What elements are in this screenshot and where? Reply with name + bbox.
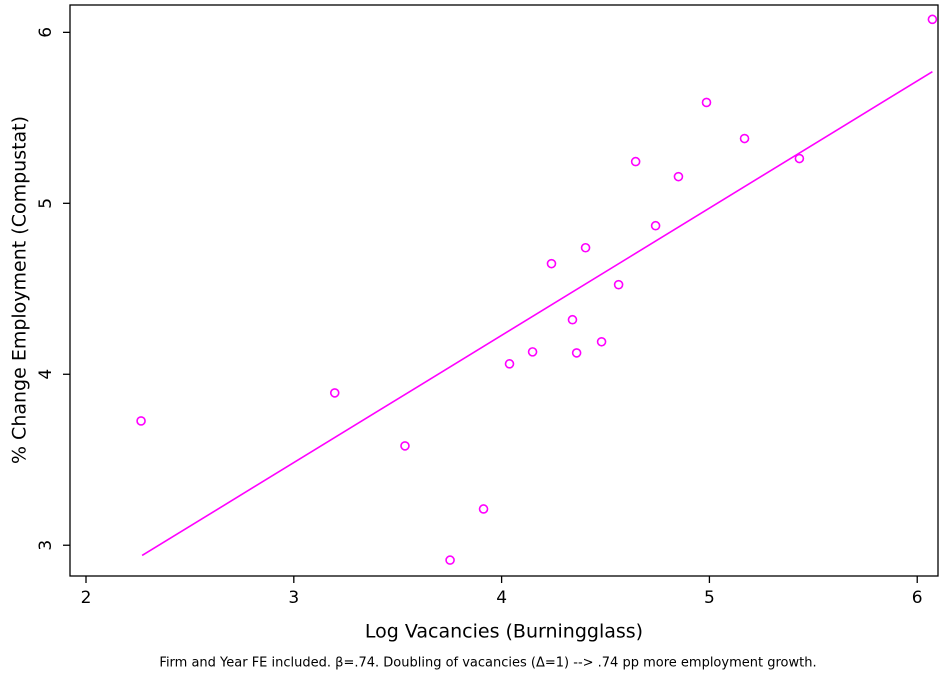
point <box>136 416 146 426</box>
point <box>673 171 684 182</box>
point <box>580 242 591 253</box>
point <box>504 359 515 369</box>
point <box>329 388 340 398</box>
x-tick-label: 5 <box>704 588 715 608</box>
x-tick-label: 3 <box>288 588 299 608</box>
fit-line <box>141 70 933 557</box>
x-tick-label: 6 <box>912 588 923 608</box>
x-tick-label: 2 <box>81 588 92 608</box>
y-tick-label: 6 <box>36 27 56 38</box>
plot-frame <box>69 4 939 577</box>
point <box>527 347 538 357</box>
y-axis-title: % Change Employment (Compustat) <box>9 116 31 464</box>
x-tick-label: 4 <box>496 588 507 608</box>
footnote: Firm and Year FE included. β=.74. Doubli… <box>159 656 816 671</box>
y-tick-label: 5 <box>36 198 56 209</box>
x-axis-title: Log Vacancies (Burningglass) <box>365 621 643 643</box>
y-tick-label: 4 <box>36 369 56 380</box>
point <box>546 258 557 269</box>
point <box>567 314 578 325</box>
point <box>400 441 410 451</box>
point <box>701 97 712 108</box>
point <box>571 348 582 358</box>
point <box>478 504 489 514</box>
point <box>794 153 805 164</box>
y-tick-label: 3 <box>36 540 56 551</box>
point <box>613 279 624 290</box>
point <box>630 156 641 167</box>
point <box>596 336 607 347</box>
point <box>445 555 455 565</box>
point <box>739 133 750 144</box>
point <box>927 14 938 25</box>
point <box>650 220 661 231</box>
